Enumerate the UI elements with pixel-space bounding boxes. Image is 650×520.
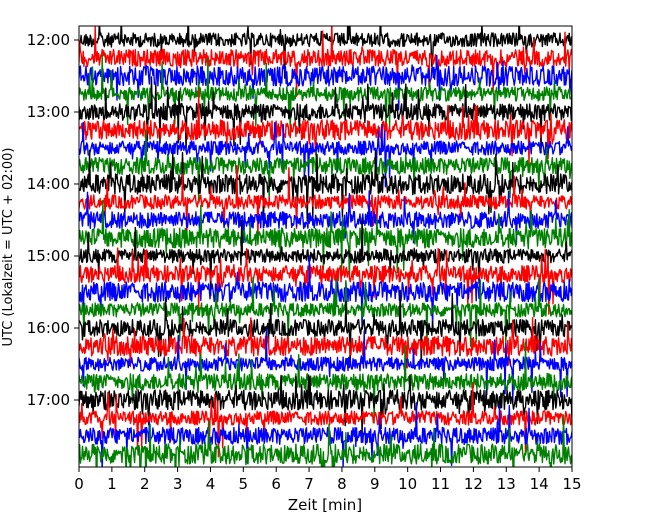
trace-1700 xyxy=(79,374,572,436)
trace-1630 xyxy=(79,328,572,403)
x-tick-label: 1 xyxy=(107,475,117,493)
x-tick-label: 8 xyxy=(337,475,347,493)
trace-1500 xyxy=(79,217,572,297)
y-axis-label: UTC (Lokalzeit = UTC + 02:00) xyxy=(1,148,16,347)
x-tick-label: 9 xyxy=(370,475,380,493)
trace-1300 xyxy=(79,75,572,154)
x-tick-label: 4 xyxy=(206,475,216,493)
trace-1200 xyxy=(79,26,572,79)
plot-frame xyxy=(78,25,573,468)
seismogram-traces xyxy=(79,26,572,467)
x-tick-label: 5 xyxy=(239,475,249,493)
y-tick-label: 17:00 xyxy=(27,391,70,409)
trace-1730 xyxy=(79,402,572,467)
trace-1715 xyxy=(79,382,572,458)
trace-1345 xyxy=(79,129,572,204)
trace-1645 xyxy=(79,342,572,424)
x-tick-label: 14 xyxy=(530,475,549,493)
x-tick-label: 0 xyxy=(74,475,84,493)
trace-1615 xyxy=(79,317,572,369)
y-axis: 12:00 13:00 14:00 15:00 16:00 17:00 xyxy=(27,31,79,409)
trace-1445 xyxy=(79,199,572,280)
trace-1430 xyxy=(79,190,572,246)
x-tick-label: 15 xyxy=(562,475,581,493)
y-tick-label: 13:00 xyxy=(27,103,70,121)
trace-1315 xyxy=(79,88,572,166)
x-tick-label: 7 xyxy=(304,475,314,493)
x-tick-label: 3 xyxy=(173,475,183,493)
trace-1215 xyxy=(79,26,572,98)
trace-1515 xyxy=(79,247,572,315)
trace-1415 xyxy=(79,164,572,242)
x-tick-label: 10 xyxy=(398,475,417,493)
x-axis: 0 1 2 3 4 5 6 7 8 9 10 11 12 13 14 15 xyxy=(74,467,582,493)
trace-1745 xyxy=(79,414,572,467)
y-tick-label: 12:00 xyxy=(27,31,70,49)
x-tick-label: 12 xyxy=(464,475,483,493)
trace-1400 xyxy=(79,149,572,229)
y-tick-label: 16:00 xyxy=(27,319,70,337)
trace-1330 xyxy=(79,121,572,188)
y-tick-label: 14:00 xyxy=(27,175,70,193)
trace-1530 xyxy=(79,255,572,330)
trace-1245 xyxy=(79,54,572,136)
x-tick-label: 2 xyxy=(140,475,150,493)
x-tick-label: 11 xyxy=(431,475,450,493)
x-axis-label: Zeit [min] xyxy=(288,496,362,514)
y-tick-label: 15:00 xyxy=(27,247,70,265)
x-tick-label: 13 xyxy=(497,475,516,493)
trace-1545 xyxy=(79,276,572,352)
x-tick-label: 6 xyxy=(271,475,281,493)
